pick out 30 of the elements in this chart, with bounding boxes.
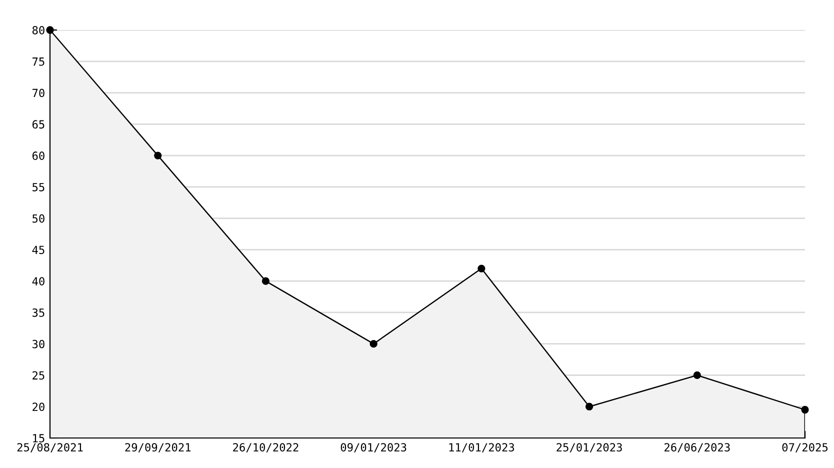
y-tick-label: 60 <box>32 152 44 160</box>
y-tick-label: 75 <box>32 58 44 66</box>
y-tick-label: 70 <box>32 88 44 98</box>
y-tick-label: 30 <box>32 340 44 348</box>
y-tick-label: 40 <box>32 277 44 286</box>
y-tick-label: 80 <box>32 26 44 34</box>
point <box>154 152 162 160</box>
point <box>478 264 486 272</box>
y-tick-label: 50 <box>32 214 44 223</box>
y-tick-label: 15 <box>33 434 44 442</box>
point <box>801 406 809 414</box>
x-tick-label: 09/01/2023 <box>340 443 406 452</box>
y-tick-label: 20 <box>32 402 44 412</box>
point <box>262 277 270 285</box>
x-tick-label: 26/06/2023 <box>664 443 730 452</box>
x-tick-label: 29/09/2021 <box>125 443 191 452</box>
y-tick-label: 45 <box>32 246 44 254</box>
point <box>585 402 594 410</box>
x-tick-label: 11/01/2023 <box>449 443 514 452</box>
x-tick-label: 25/01/2023 <box>556 443 622 452</box>
point <box>693 371 701 380</box>
x-tick-label: 25/08/2021 <box>17 443 83 452</box>
y-tick-label: 35 <box>32 308 44 317</box>
y-tick-label: 55 <box>32 183 44 192</box>
x-tick-label: 07/2025 <box>782 443 828 452</box>
point <box>46 26 54 34</box>
y-tick-label: 65 <box>32 120 44 129</box>
point <box>370 340 378 348</box>
x-tick-label: 26/10/2022 <box>233 443 298 452</box>
y-tick-label: 25 <box>32 371 44 380</box>
